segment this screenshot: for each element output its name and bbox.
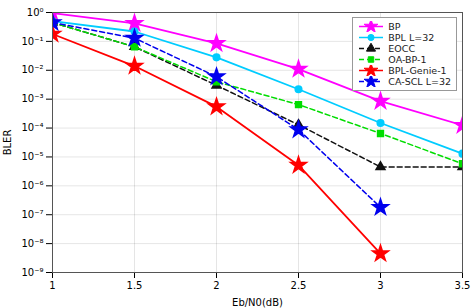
html-text:BPL-Genie-1: BPL-Genie-1 (388, 65, 447, 76)
svg-text:1: 1 (49, 280, 55, 291)
svg-text:10⁻⁶: 10⁻⁶ (21, 180, 43, 191)
svg-text:10⁻⁴: 10⁻⁴ (21, 122, 43, 133)
svg-text:3: 3 (377, 280, 383, 291)
html-text:BPL L=32: BPL L=32 (388, 32, 435, 43)
svg-text:Eb/N0(dB): Eb/N0(dB) (232, 297, 283, 308)
html-text:EOCC: EOCC (388, 43, 416, 54)
html-text:CA-SCL L=32: CA-SCL L=32 (388, 76, 451, 87)
svg-text:10⁻⁷: 10⁻⁷ (21, 209, 43, 220)
svg-text:1.5: 1.5 (127, 280, 143, 291)
svg-text:10⁻²: 10⁻² (21, 64, 43, 75)
svg-text:2: 2 (213, 280, 219, 291)
svg-text:2.5: 2.5 (291, 280, 307, 291)
svg-text:BLER: BLER (2, 130, 13, 156)
svg-text:10⁻⁸: 10⁻⁸ (21, 238, 43, 249)
svg-text:10⁻¹: 10⁻¹ (21, 36, 43, 47)
svg-text:10⁻⁵: 10⁻⁵ (21, 151, 43, 162)
svg-text:10⁰: 10⁰ (27, 7, 44, 18)
html-text:BP: BP (388, 21, 401, 32)
html-text:OA-BP-1: OA-BP-1 (388, 54, 427, 65)
svg-text:10⁻³: 10⁻³ (21, 93, 43, 104)
svg-text:3.5: 3.5 (455, 280, 471, 291)
svg-text:10⁻⁹: 10⁻⁹ (21, 267, 43, 278)
